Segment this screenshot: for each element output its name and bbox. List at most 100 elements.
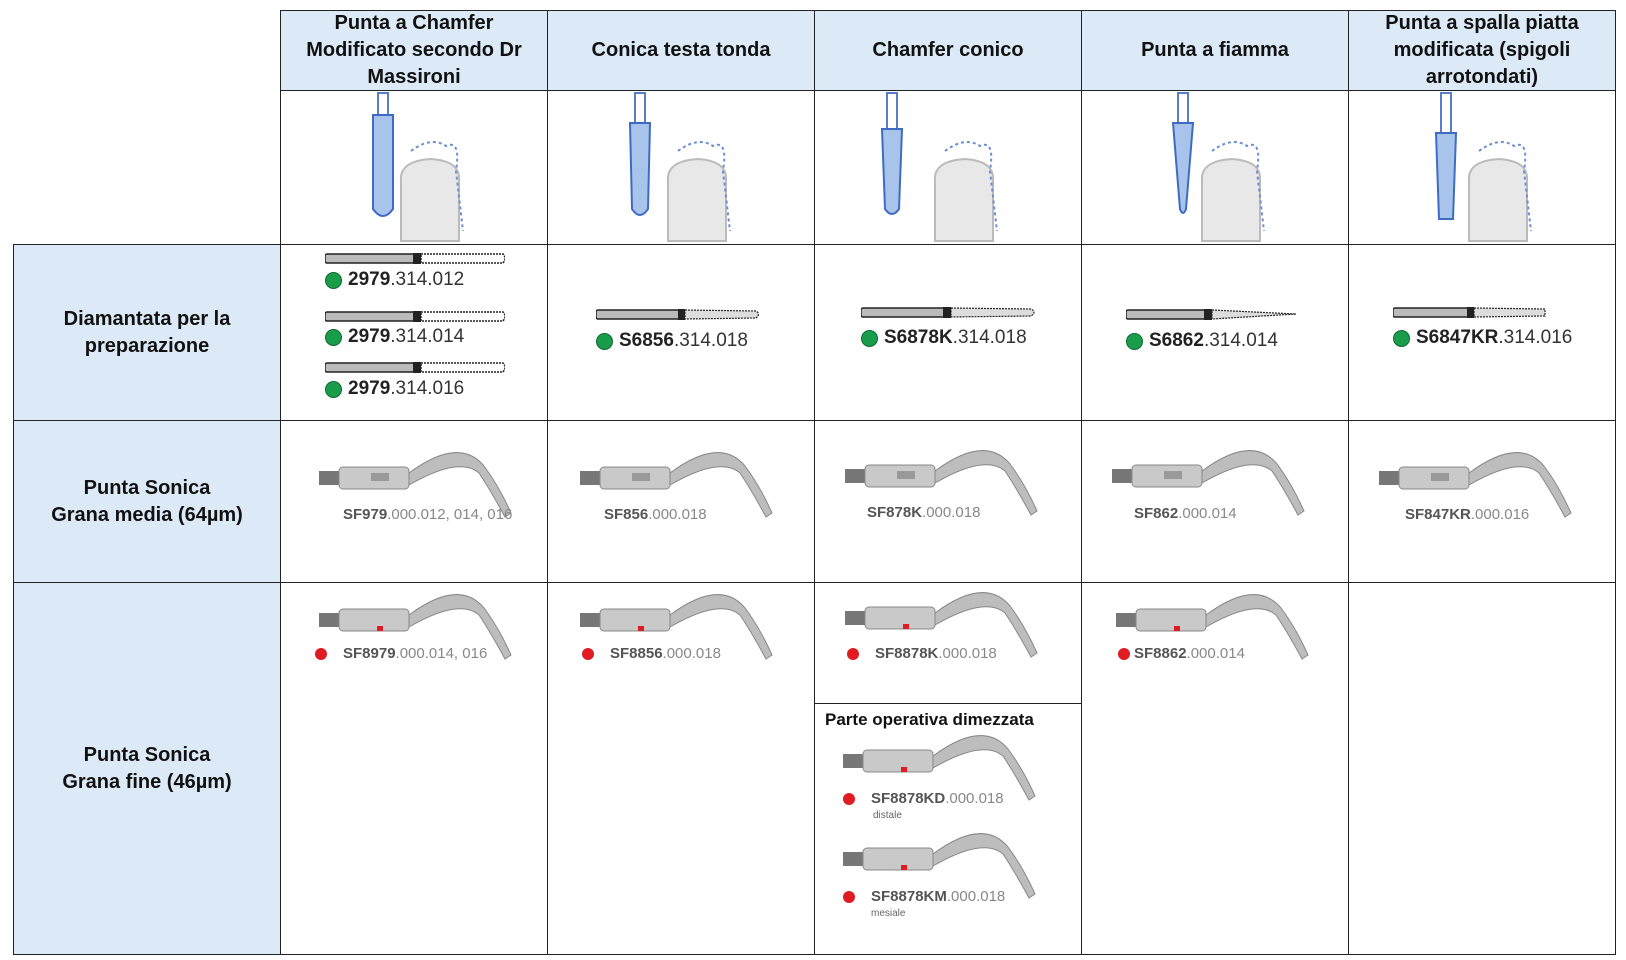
red-dot-icon — [843, 792, 855, 805]
col-header-chamfer-conico: Chamfer conico — [814, 10, 1082, 91]
product-code: SF8862.000.014 — [1118, 645, 1245, 662]
red-dot-icon — [315, 647, 327, 660]
diamond-cell-col2: S6856.314.018 — [547, 244, 815, 421]
diamond-bur-icon — [325, 362, 505, 373]
red-dot-icon — [582, 647, 594, 660]
diamond-bur-icon — [1393, 307, 1546, 318]
product-code: S6862.314.014 — [1126, 330, 1278, 352]
sonic-tip-icon — [1379, 452, 1572, 518]
green-dot-icon — [596, 332, 613, 350]
tooth-bur-illustration — [1434, 92, 1532, 242]
code-bold: SF8856 — [610, 645, 663, 662]
sonic-tip-icon — [843, 735, 1036, 801]
sonic-tip-icon — [845, 450, 1038, 516]
code-bold: S6862 — [1149, 330, 1204, 351]
col-header-label: Punta a fiamma — [1141, 39, 1289, 61]
code-rest: .314.016 — [390, 378, 465, 399]
code-rest: .314.012 — [390, 269, 465, 290]
product-code: SF856.000.018 — [604, 506, 707, 523]
code-bold: S6878K — [884, 327, 953, 348]
code-rest: .314.014 — [390, 326, 465, 347]
code-rest: .314.018 — [673, 330, 748, 351]
code-rest: .000.014 — [1178, 505, 1237, 522]
row-label-sonica-media: Punta Sonica Grana media (64µm) — [13, 420, 281, 583]
sonic-fine-cell-col3-half: Parte operativa dimezzata SF8878KD .000.0… — [814, 703, 1082, 955]
diamond-cell-col1: 2979.314.012 2979.314.014 2979.314.016 — [280, 244, 548, 421]
sonic-tip-icon — [1116, 594, 1309, 660]
product-code: 2979.314.014 — [325, 326, 464, 348]
illustration-cell — [280, 90, 548, 245]
col-header-conica-testa-tonda: Conica testa tonda — [547, 10, 815, 91]
tooth-bur-illustration — [372, 92, 464, 242]
red-dot-icon — [847, 647, 859, 660]
code-rest: .314.016 — [1498, 327, 1573, 348]
code-bold: 2979 — [348, 269, 391, 290]
diamond-bur-icon — [1126, 309, 1297, 320]
code-rest: .000.014, 016 — [395, 645, 488, 662]
code-rest: .000.018 — [938, 645, 997, 662]
product-code: SF862.000.014 — [1134, 505, 1237, 522]
green-dot-icon — [325, 380, 342, 398]
code-rest: .000.018 — [922, 504, 981, 521]
code-rest: .000.018 — [945, 790, 1004, 807]
code-bold: SF862 — [1134, 505, 1179, 522]
product-code: SF8878KD .000.018 — [843, 790, 1004, 807]
row-label-text: Diamantata per la preparazione — [63, 307, 231, 357]
green-dot-icon — [861, 329, 878, 347]
code-bold: SF8878KD — [871, 790, 946, 807]
code-rest: .000.012, 014, 016 — [387, 506, 513, 523]
code-rest: .000.016 — [1470, 506, 1530, 523]
row-label-text: Punta Sonica Grana fine (46µm) — [62, 743, 232, 793]
sonic-tip-icon — [580, 594, 773, 660]
code-rest: .314.018 — [952, 327, 1027, 348]
product-code: 2979.314.016 — [325, 378, 464, 400]
sonic-medium-cell-col1: SF979.000.012, 014, 016 — [280, 420, 548, 583]
code-rest: .000.018 — [648, 506, 707, 523]
green-dot-icon — [325, 328, 342, 346]
sonic-medium-cell-col4: SF862.000.014 — [1081, 420, 1349, 583]
sonic-fine-cell-col2: SF8856.000.018 — [547, 582, 815, 955]
tooth-bur-illustration — [1171, 92, 1265, 242]
code-rest: .000.018 — [946, 888, 1006, 905]
diamond-bur-icon — [325, 253, 505, 264]
product-code: SF847KR .000.016 — [1405, 506, 1529, 523]
green-dot-icon — [1393, 329, 1410, 347]
code-rest: .314.014 — [1203, 330, 1278, 351]
diamond-cell-col3: S6878K .314.018 — [814, 244, 1082, 421]
col-header-spalla-piatta: Punta a spalla piatta modificata (spigol… — [1348, 10, 1616, 91]
product-code: SF8979.000.014, 016 — [315, 645, 487, 662]
diamond-bur-icon — [861, 307, 1035, 318]
product-code: S6878K .314.018 — [861, 327, 1027, 349]
sonic-tip-icon — [843, 833, 1036, 899]
illustration-cell — [1348, 90, 1616, 245]
product-code: SF979.000.012, 014, 016 — [343, 506, 512, 523]
green-dot-icon — [325, 271, 342, 289]
code-bold: SF8878K — [875, 645, 939, 662]
red-dot-icon — [1118, 647, 1130, 660]
sonic-medium-cell-col2: SF856.000.018 — [547, 420, 815, 583]
distal-note: distale — [873, 810, 902, 821]
mesial-note: mesiale — [871, 908, 906, 919]
code-bold: 2979 — [348, 378, 391, 399]
illustration-cell — [1081, 90, 1349, 245]
sonic-fine-cell-col3-top: SF8878K .000.018 — [814, 582, 1082, 704]
code-bold: S6856 — [619, 330, 674, 351]
row-label-diamantata: Diamantata per la preparazione — [13, 244, 281, 421]
sonic-fine-cell-col1: SF8979.000.014, 016 — [280, 582, 548, 955]
col-header-label: Chamfer conico — [872, 39, 1024, 61]
tooth-bur-illustration — [880, 92, 998, 242]
green-dot-icon — [1126, 332, 1143, 350]
diamond-bur-icon — [325, 311, 505, 322]
product-code: SF8856.000.018 — [582, 645, 721, 662]
sonic-medium-cell-col3: SF878K .000.018 — [814, 420, 1082, 583]
product-code: S6847KR .314.016 — [1393, 327, 1572, 349]
product-code: SF8878KM .000.018 — [843, 888, 1005, 905]
sonic-fine-cell-col4: SF8862.000.014 — [1081, 582, 1349, 955]
code-rest: .000.014 — [1186, 645, 1245, 662]
product-code: SF8878K .000.018 — [847, 645, 997, 662]
diamond-cell-col4: S6862.314.014 — [1081, 244, 1349, 421]
sonic-tip-icon — [1112, 450, 1305, 516]
col-header-label: Conica testa tonda — [591, 39, 771, 61]
code-rest: .000.018 — [662, 645, 721, 662]
code-bold: SF878K — [867, 504, 923, 521]
